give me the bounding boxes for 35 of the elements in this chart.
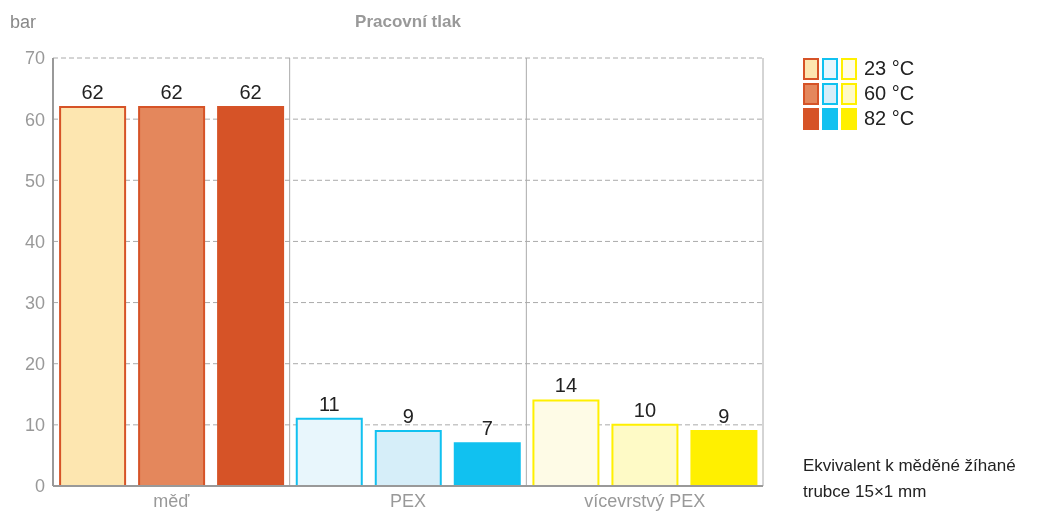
- y-tick-label: 50: [24, 170, 45, 191]
- data-label: 62: [239, 80, 262, 103]
- bar: [217, 105, 285, 486]
- data-label: 7: [481, 417, 493, 440]
- bar: [453, 442, 521, 486]
- y-tick-label: 10: [24, 415, 45, 436]
- data-label: 62: [160, 80, 183, 103]
- chart-title: Pracovní tlak: [354, 12, 462, 32]
- bar: [690, 429, 758, 486]
- text: Ekvivalent k měděné žíhané trubce 15×1 mm: [803, 455, 1017, 503]
- y-tick-label: 20: [24, 354, 45, 375]
- x-tick-label: vícevrstvý PEX: [584, 490, 706, 511]
- data-label: 9: [718, 404, 730, 427]
- bar: [295, 417, 363, 486]
- bar: [611, 423, 679, 486]
- y-axis-title: bar: [10, 12, 37, 33]
- bar: [138, 105, 206, 486]
- data-label: 11: [318, 392, 340, 415]
- bar: [59, 105, 127, 486]
- data-label: 62: [81, 80, 104, 103]
- data-label: 9: [402, 404, 414, 427]
- legend-label: 60 °C: [864, 82, 915, 105]
- y-tick-label: 60: [24, 109, 45, 130]
- legend-label: 23 °C: [864, 57, 915, 80]
- y-tick-label: 40: [24, 231, 45, 252]
- bar: [532, 399, 600, 486]
- bar: [374, 429, 442, 486]
- data-label: 14: [554, 374, 578, 397]
- x-tick-label: měď: [153, 490, 191, 511]
- legend-label: 82 °C: [864, 107, 915, 130]
- y-tick-label: 0: [34, 476, 45, 497]
- y-tick-label: 70: [24, 48, 45, 69]
- x-tick-label: PEX: [389, 490, 427, 511]
- data-label: 10: [633, 398, 657, 421]
- y-tick-label: 30: [24, 292, 45, 313]
